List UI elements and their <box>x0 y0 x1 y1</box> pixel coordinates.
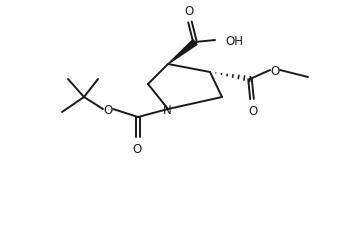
Text: O: O <box>132 142 142 155</box>
Text: O: O <box>104 103 112 116</box>
Text: N: N <box>163 103 171 116</box>
Text: O: O <box>248 105 258 118</box>
Text: O: O <box>270 64 280 77</box>
Text: OH: OH <box>225 34 243 47</box>
Text: O: O <box>184 5 194 18</box>
Polygon shape <box>168 40 197 65</box>
